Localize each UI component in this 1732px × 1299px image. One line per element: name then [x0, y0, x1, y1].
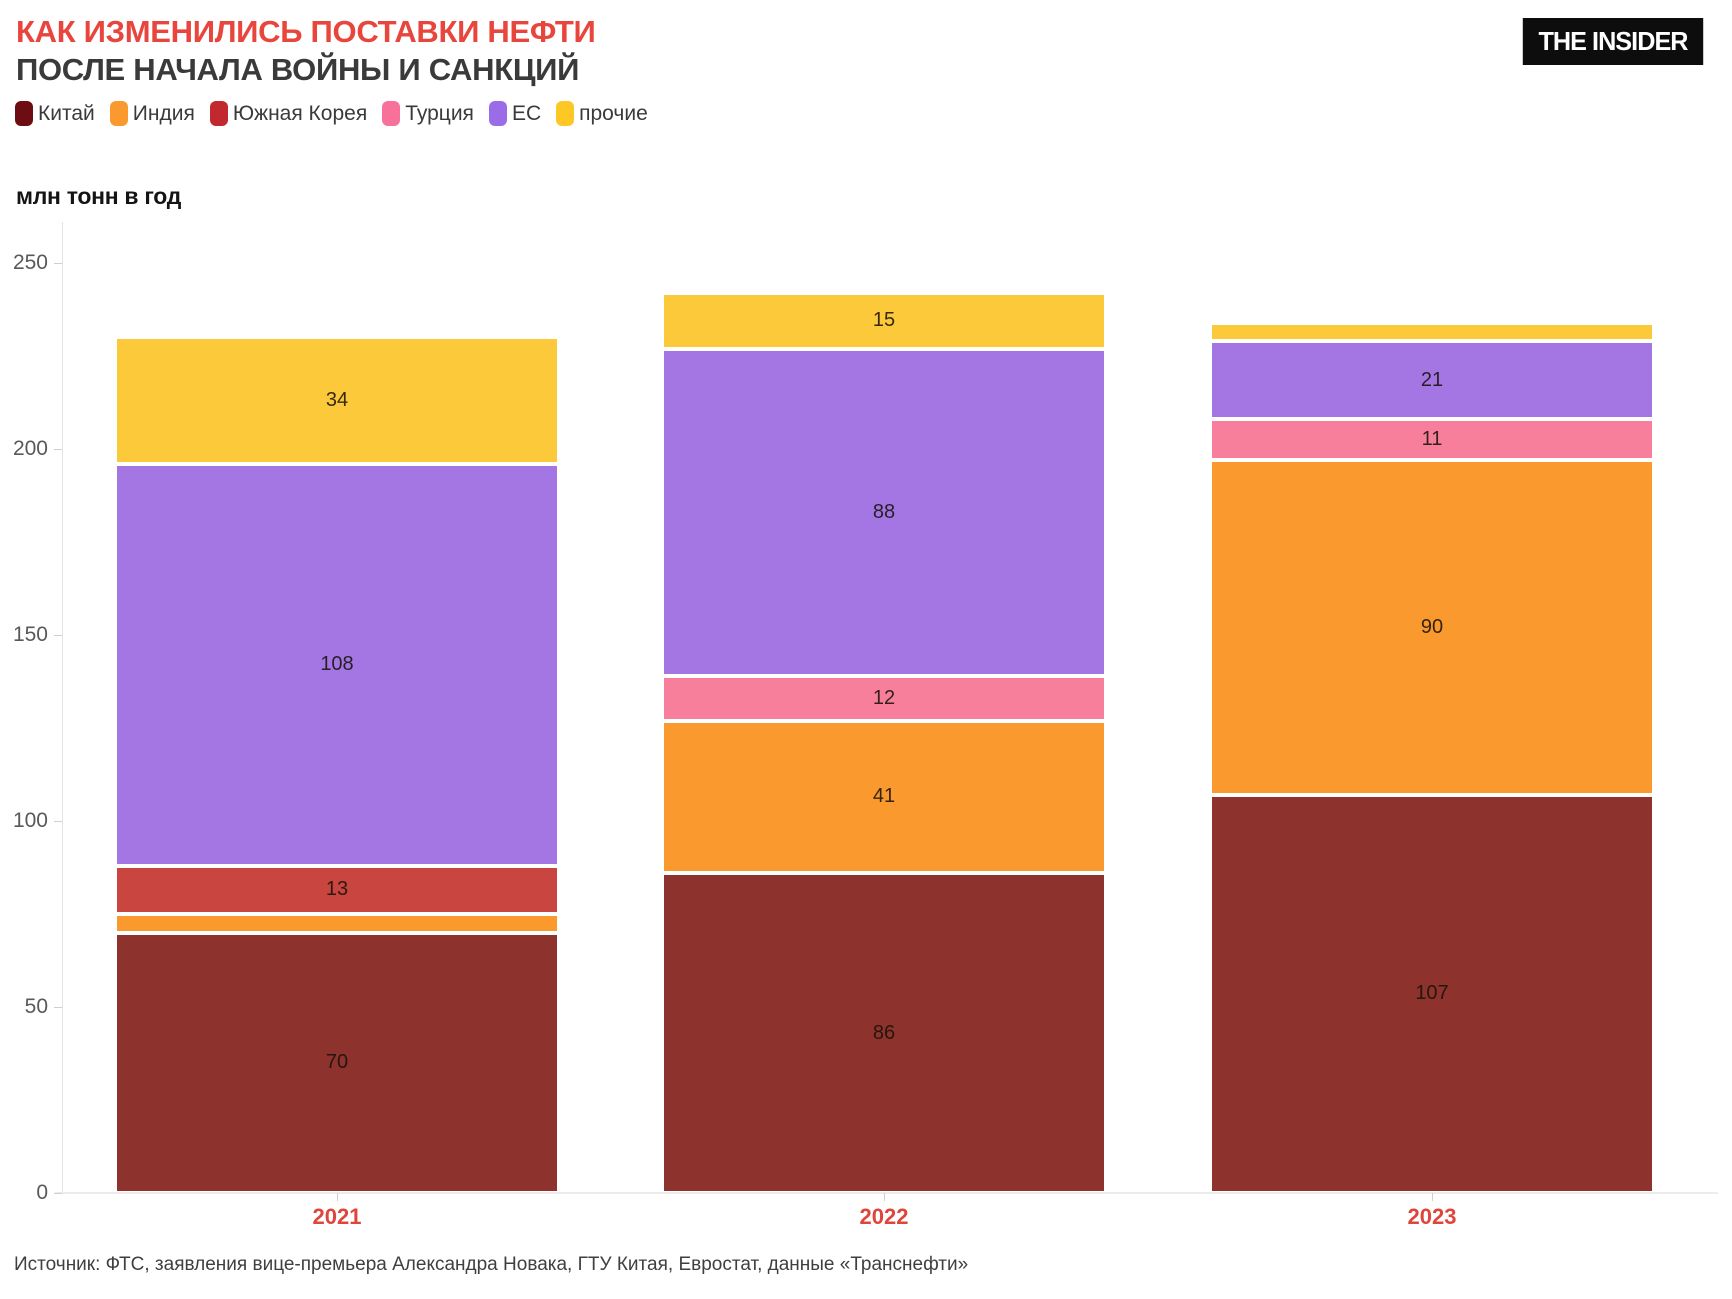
- legend-label: Турция: [405, 101, 474, 125]
- bar-value-label: 90: [1420, 616, 1444, 639]
- x-axis-label-2021: 2021: [312, 1204, 362, 1229]
- bar-value-label: 70: [325, 1051, 349, 1074]
- page-title-line2: ПОСЛЕ НАЧАЛА ВОЙНЫ И САНКЦИЙ: [16, 52, 580, 87]
- bar-segment-2023-Турция: 11: [1212, 421, 1652, 459]
- bar-value-label: 41: [872, 785, 896, 808]
- bar-segment-2021-Китай: 70: [117, 934, 557, 1191]
- bar-value-label: 107: [1415, 982, 1449, 1005]
- y-tick-mark-100: [54, 821, 62, 822]
- legend-swatch: [209, 101, 228, 126]
- bar-segment-2022-Турция: 12: [664, 677, 1104, 719]
- bar-segment-2023-прочие: [1212, 324, 1652, 340]
- y-axis-line: [62, 222, 63, 1193]
- y-tick-label-100: 100: [12, 809, 48, 832]
- bar-segment-2022-ЕС: 88: [664, 350, 1104, 674]
- bar-value-label: 12: [872, 686, 896, 709]
- y-tick-label-0: 0: [36, 1181, 48, 1204]
- bar-segment-2021-прочие: 34: [117, 339, 557, 462]
- x-tick-mark-2022: [884, 1193, 885, 1201]
- bar-value-label: 88: [872, 500, 896, 523]
- y-tick-label-250: 250: [12, 251, 48, 274]
- legend-swatch: [556, 101, 575, 126]
- legend-item-Китай: Китай: [15, 101, 95, 126]
- bar-segment-2021-Южная Корея: 13: [117, 867, 557, 912]
- bar-value-label: 86: [872, 1021, 896, 1044]
- legend-label: ЕС: [511, 101, 542, 125]
- page-title-line1: КАК ИЗМЕНИЛИСЬ ПОСТАВКИ НЕФТИ: [16, 14, 596, 49]
- legend-item-ЕС: ЕС: [488, 101, 542, 126]
- y-tick-label-50: 50: [24, 995, 48, 1018]
- legend-swatch: [382, 101, 401, 126]
- chart-legend: Китай Индия Южная Корея Турция ЕС прочие: [15, 101, 663, 126]
- bar-segment-2023-Китай: 107: [1212, 796, 1652, 1191]
- legend-item-Турция: Турция: [382, 101, 474, 126]
- legend-label: прочие: [579, 101, 648, 125]
- y-tick-label-150: 150: [12, 623, 48, 646]
- bar-value-label: 15: [872, 309, 896, 332]
- bar-value-label: 11: [1421, 428, 1443, 451]
- legend-item-Южная Корея: Южная Корея: [209, 101, 368, 126]
- legend-label: Южная Корея: [232, 101, 368, 125]
- bar-segment-2023-Индия: 90: [1212, 462, 1652, 793]
- legend-label: Китай: [38, 101, 95, 125]
- bar-segment-2023-ЕС: 21: [1212, 343, 1652, 418]
- x-axis-label-2023: 2023: [1407, 1204, 1457, 1229]
- y-tick-label-200: 200: [12, 437, 48, 460]
- bar-value-label: 108: [320, 653, 354, 676]
- legend-swatch: [488, 101, 507, 126]
- bar-value-label: 21: [1420, 368, 1444, 391]
- bar-segment-2021-Индия: [117, 916, 557, 931]
- y-tick-mark-150: [54, 635, 62, 636]
- legend-item-Индия: Индия: [109, 101, 195, 126]
- legend-item-прочие: прочие: [556, 101, 648, 126]
- bar-segment-2021-ЕС: 108: [117, 465, 557, 864]
- legend-swatch: [109, 101, 128, 126]
- legend-swatch: [15, 101, 33, 126]
- bar-segment-2022-Индия: 41: [664, 722, 1104, 872]
- y-axis-unit-label: млн тонн в год: [16, 183, 182, 209]
- y-tick-mark-0: [54, 1193, 62, 1194]
- bar-value-label: 13: [325, 878, 349, 901]
- source-note: Источник: ФТС, заявления вице-премьера А…: [14, 1254, 969, 1275]
- bar-segment-2022-Китай: 86: [664, 875, 1104, 1191]
- x-axis-baseline: [55, 1192, 1718, 1194]
- bar-segment-2022-прочие: 15: [664, 294, 1104, 347]
- y-tick-mark-200: [54, 449, 62, 450]
- legend-label: Индия: [132, 101, 195, 125]
- the-insider-logo: THE INSIDER: [1522, 18, 1704, 65]
- x-tick-mark-2021: [337, 1193, 338, 1201]
- bar-value-label: 34: [325, 389, 349, 412]
- x-axis-label-2022: 2022: [859, 1204, 909, 1229]
- x-tick-mark-2023: [1432, 1193, 1433, 1201]
- y-tick-mark-250: [54, 263, 62, 264]
- y-tick-mark-50: [54, 1007, 62, 1008]
